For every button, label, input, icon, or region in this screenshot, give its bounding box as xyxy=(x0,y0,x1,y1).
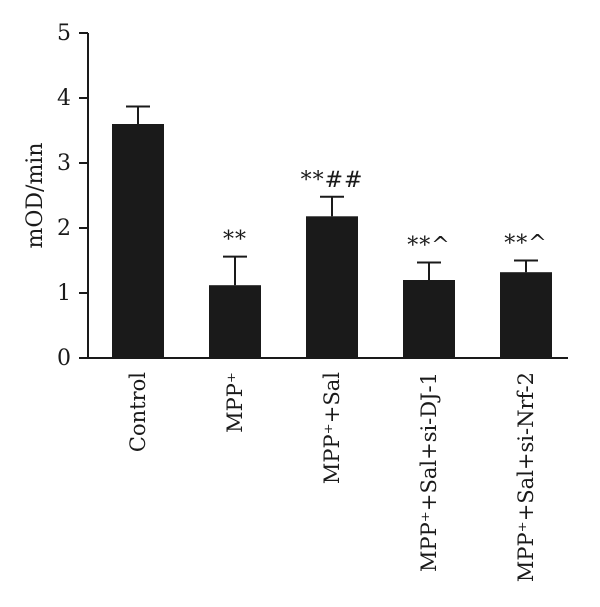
y-tick-label: 0 xyxy=(57,346,71,371)
x-axis: Control MPP⁺ MPP⁺+Sal MPP⁺+Sal+si-DJ-1 MPP⁺+… xyxy=(87,357,568,582)
x-tick-label: MPP⁺ xyxy=(223,372,247,433)
significance-label: **^ xyxy=(504,232,547,257)
significance-label: **^ xyxy=(407,233,450,258)
bar xyxy=(112,124,164,358)
significance-annotations: ** **## **^ **^ xyxy=(223,168,547,259)
bar xyxy=(209,285,261,358)
y-tick-label: 4 xyxy=(57,86,71,111)
y-ticks: 0 1 2 3 4 5 xyxy=(57,21,88,371)
bars xyxy=(112,124,552,358)
x-tick-label: Control xyxy=(126,372,150,452)
y-axis-title: mOD/min xyxy=(23,142,48,248)
bar xyxy=(500,272,552,358)
y-axis: 0 1 2 3 4 5 mOD/min xyxy=(23,21,89,371)
x-tick-label: MPP⁺+Sal xyxy=(320,372,344,484)
y-tick-label: 1 xyxy=(57,281,71,306)
x-tick-labels: Control MPP⁺ MPP⁺+Sal MPP⁺+Sal+si-DJ-1 MPP⁺+… xyxy=(126,372,538,582)
y-tick-label: 5 xyxy=(57,21,71,46)
x-tick-label: MPP⁺+Sal+si-DJ-1 xyxy=(417,372,441,572)
x-tick-label: MPP⁺+Sal+si-Nrf-2 xyxy=(514,372,538,582)
significance-label: ** xyxy=(223,228,247,253)
significance-label: **## xyxy=(301,168,364,193)
y-tick-label: 2 xyxy=(57,216,71,241)
bar xyxy=(403,280,455,358)
error-bars xyxy=(126,105,538,286)
bar xyxy=(306,216,358,358)
y-tick-label: 3 xyxy=(57,151,71,176)
